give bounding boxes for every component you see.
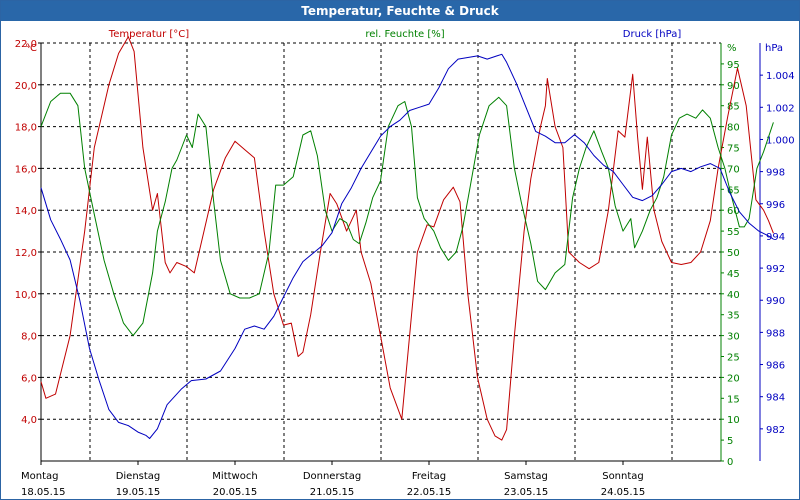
- pressure-tick-label: 1.000: [766, 135, 795, 146]
- humidity-tick-label: 45: [727, 269, 740, 280]
- series: [40, 36, 774, 441]
- humidity-unit: %: [727, 43, 737, 54]
- temperature-tick-label: 10,0: [15, 290, 37, 301]
- humidity-tick-label: 50: [727, 248, 740, 259]
- temperature-tick-label: 22,0: [15, 39, 37, 50]
- pressure-tick-label: 984: [766, 393, 785, 404]
- x-date-label: 20.05.15: [213, 487, 258, 498]
- humidity-tick-label: 75: [727, 144, 740, 155]
- temperature-tick-label: 12,0: [15, 248, 37, 259]
- pressure-tick-label: 996: [766, 200, 785, 211]
- x-date-label: 19.05.15: [116, 487, 161, 498]
- humidity-tick-label: 55: [727, 227, 740, 238]
- x-date-label: 23.05.15: [504, 487, 549, 498]
- x-day-label: Donnerstag: [303, 471, 361, 482]
- x-day-label: Mittwoch: [212, 471, 257, 482]
- humidity-tick-label: 10: [727, 415, 740, 426]
- temperature-ticks: 4,0 6,0 8,0 10,0 12,0 14,0 16,0 18,0 20,0 22,0: [15, 39, 41, 426]
- pressure-unit: hPa: [765, 43, 783, 54]
- temperature-tick-label: 18,0: [15, 123, 37, 134]
- humidity-tick-label: 5: [727, 436, 733, 447]
- pressure-tick-label: 990: [766, 296, 785, 307]
- humidity-tick-label: 70: [727, 164, 740, 175]
- humidity-axis-label: rel. Feuchte [%]: [365, 29, 444, 40]
- pressure-tick-label: 998: [766, 168, 785, 179]
- pressure-tick-label: 982: [766, 425, 785, 436]
- x-day-label: Dienstag: [116, 471, 161, 482]
- pressure-tick-label: 988: [766, 328, 785, 339]
- temperature-tick-label: 8,0: [21, 332, 37, 343]
- humidity-tick-label: 40: [727, 290, 740, 301]
- pressure-tick-label: 1.002: [766, 103, 795, 114]
- humidity-tick-label: 60: [727, 206, 740, 217]
- x-axis-labels: Montag 18.05.15 Dienstag 19.05.15 Mittwoch 20…: [21, 461, 645, 498]
- pressure-axis-label: Druck [hPa]: [623, 29, 682, 40]
- temperature-series-line: [40, 36, 774, 441]
- x-date-label: 24.05.15: [601, 487, 646, 498]
- temperature-tick-label: 20,0: [15, 81, 37, 92]
- humidity-tick-label: 20: [727, 373, 740, 384]
- pressure-ticks: 982 984 986 988 990 992 994 996 998 1.000 1.002 1.0…: [760, 71, 795, 436]
- x-date-label: 22.05.15: [407, 487, 452, 498]
- pressure-tick-label: 1.004: [766, 71, 795, 82]
- temperature-unit: °C: [25, 43, 37, 54]
- pressure-series-line: [40, 53, 774, 439]
- window-title: Temperatur, Feuchte & Druck: [1, 1, 799, 21]
- humidity-tick-label: 80: [727, 123, 740, 134]
- pressure-tick-label: 992: [766, 264, 785, 275]
- x-date-label: 21.05.15: [310, 487, 355, 498]
- humidity-tick-label: 65: [727, 185, 740, 196]
- humidity-tick-label: 15: [727, 394, 740, 405]
- temperature-tick-label: 14,0: [15, 206, 37, 217]
- x-day-label: Sonntag: [602, 471, 644, 482]
- humidity-tick-label: 35: [727, 311, 740, 322]
- temperature-axis-label: Temperatur [°C]: [108, 29, 189, 40]
- x-day-label: Freitag: [412, 471, 446, 482]
- pressure-tick-label: 994: [766, 232, 785, 243]
- humidity-tick-label: 25: [727, 353, 740, 364]
- pressure-tick-label: 986: [766, 361, 785, 372]
- x-day-label: Samstag: [504, 471, 548, 482]
- temperature-tick-label: 16,0: [15, 164, 37, 175]
- humidity-tick-label: 85: [727, 102, 740, 113]
- humidity-tick-label: 0: [727, 457, 733, 468]
- humidity-series-line: [40, 92, 774, 337]
- temperature-tick-label: 6,0: [21, 373, 37, 384]
- x-day-label: Montag: [21, 471, 58, 482]
- humidity-tick-label: 30: [727, 332, 740, 343]
- humidity-tick-label: 95: [727, 60, 740, 71]
- x-date-label: 18.05.15: [21, 487, 66, 498]
- temperature-tick-label: 4,0: [21, 415, 37, 426]
